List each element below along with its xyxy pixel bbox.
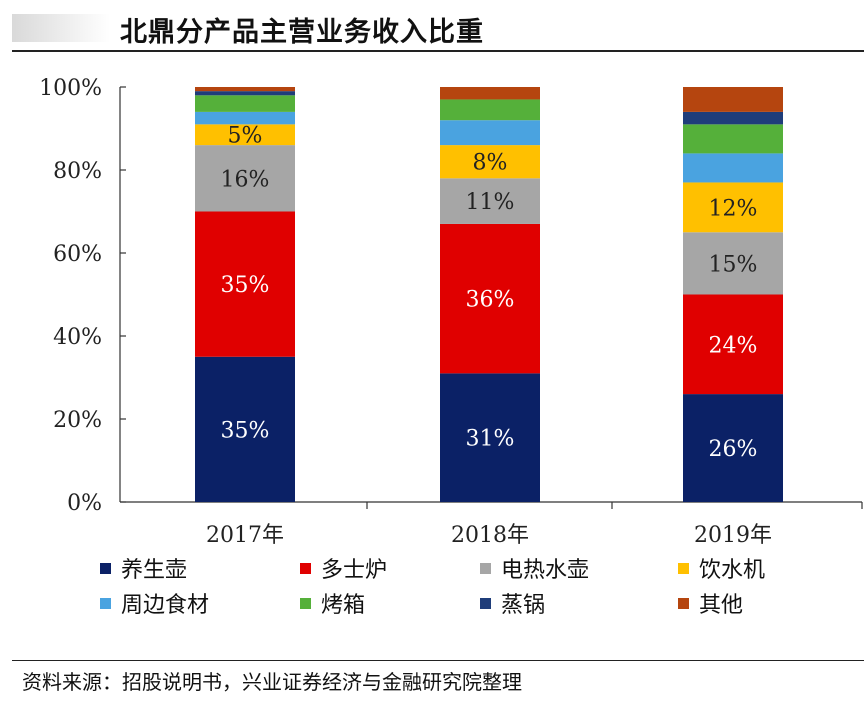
bar-segment <box>683 153 783 183</box>
title-divider <box>12 50 864 52</box>
data-label: 31% <box>466 427 515 452</box>
x-tick-label: 2017年 <box>206 523 284 548</box>
y-tick-label: 40% <box>53 325 102 350</box>
source-divider <box>12 660 864 661</box>
data-label: 11% <box>466 190 515 215</box>
title-decoration <box>12 14 110 42</box>
legend-label: 养生壶 <box>121 558 188 583</box>
data-label: 35% <box>221 273 270 298</box>
y-tick-label: 20% <box>53 408 102 433</box>
y-tick-label: 80% <box>53 159 102 184</box>
legend-item: 电热水壶 <box>480 554 590 583</box>
legend-swatch <box>300 562 311 574</box>
bar-segment <box>683 87 783 112</box>
legend-label: 电热水壶 <box>501 558 590 583</box>
bar-segment <box>683 182 783 233</box>
x-tick-label: 2019年 <box>694 523 772 548</box>
legend-swatch <box>100 562 111 574</box>
bar-segment <box>683 232 783 295</box>
legend-swatch <box>300 597 311 609</box>
legend-item: 蒸锅 <box>480 589 546 618</box>
legend-item: 其他 <box>678 589 744 618</box>
data-label: 16% <box>221 167 270 192</box>
page-title: 北鼎分产品主营业务收入比重 <box>120 17 484 48</box>
legend-swatch <box>480 597 491 609</box>
data-label: 15% <box>709 252 758 277</box>
legend-label: 多士炉 <box>321 558 388 583</box>
legend-swatch <box>100 597 111 609</box>
bar-segment <box>440 373 540 502</box>
legend-item: 烤箱 <box>300 589 366 618</box>
y-tick-label: 0% <box>67 491 102 516</box>
bar-segment <box>195 356 295 502</box>
bar-segment <box>440 223 540 374</box>
bar-segment <box>195 124 295 146</box>
bar-segment <box>440 178 540 224</box>
data-label: 35% <box>221 418 270 443</box>
bar-segment <box>683 294 783 395</box>
legend-item: 周边食材 <box>100 589 210 618</box>
chart-legend: 养生壶 多士炉 电热水壶 饮水机周边食材 烤箱 蒸锅 其他 <box>100 554 860 624</box>
legend-label: 周边食材 <box>121 593 210 618</box>
data-label: 26% <box>709 437 758 462</box>
x-tick-label: 2018年 <box>451 523 529 548</box>
bar-segment <box>195 91 295 96</box>
legend-item: 养生壶 <box>100 554 188 583</box>
data-label: 12% <box>709 196 758 221</box>
bar-segment <box>195 211 295 357</box>
bar-segment <box>195 145 295 212</box>
legend-label: 蒸锅 <box>501 593 546 618</box>
bar-segment <box>195 111 295 125</box>
bar-segment <box>195 95 295 112</box>
legend-swatch <box>480 562 491 574</box>
legend-label: 其他 <box>699 593 744 618</box>
data-label: 5% <box>228 124 263 149</box>
y-tick-label: 100% <box>39 76 102 101</box>
legend-swatch <box>678 562 689 574</box>
data-label: 24% <box>709 333 758 358</box>
bar-segment <box>683 111 783 125</box>
legend-item: 饮水机 <box>678 554 766 583</box>
stacked-bar-chart: 0% 20% 40% 60% 80% 100% 35% 35% 16% 5% 2017年 31% 36%… <box>39 76 863 548</box>
y-tick-label: 60% <box>53 242 102 267</box>
bar-segment <box>195 87 295 92</box>
legend-swatch <box>678 597 689 609</box>
bar-segment <box>440 120 540 146</box>
legend-label: 饮水机 <box>699 558 766 583</box>
legend-item: 多士炉 <box>300 554 388 583</box>
bar-segment <box>683 124 783 154</box>
data-label: 36% <box>466 288 515 313</box>
bar-segment <box>440 87 540 100</box>
title-bar: 北鼎分产品主营业务收入比重 <box>0 0 864 54</box>
legend-label: 烤箱 <box>321 593 366 618</box>
data-label: 8% <box>473 151 508 176</box>
source-note: 资料来源：招股说明书，兴业证券经济与金融研究院整理 <box>22 670 522 694</box>
bar-segment <box>683 394 783 502</box>
bar-segment <box>440 145 540 179</box>
bar-segment <box>440 99 540 121</box>
